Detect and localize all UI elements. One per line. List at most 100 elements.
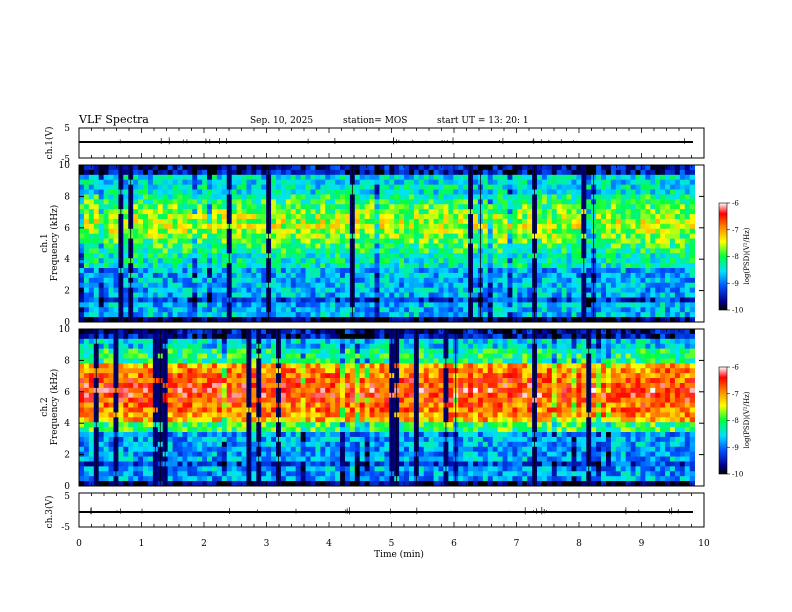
spectrogram-cell xyxy=(561,214,567,220)
spectrogram-cell xyxy=(359,169,366,176)
spectrogram-cell xyxy=(320,199,326,205)
spectrogram-cell xyxy=(576,223,582,230)
spectrogram-cell xyxy=(182,302,188,308)
spectrogram-cell xyxy=(295,358,302,364)
spectrogram-cell xyxy=(167,268,173,274)
spectrogram-cell xyxy=(512,228,518,235)
spectrogram-cell xyxy=(202,214,208,220)
spectrogram-cell xyxy=(251,194,257,200)
spectrogram-cell xyxy=(556,317,563,323)
spectrogram-cell xyxy=(197,258,203,264)
spectrogram-cell xyxy=(325,184,331,190)
spectrogram-cell xyxy=(605,223,612,230)
spectrogram-cell xyxy=(276,189,282,195)
spectrogram-cell xyxy=(512,204,518,210)
spectrogram-cell xyxy=(384,348,390,354)
spectrogram-cell xyxy=(79,277,85,284)
spectrogram-cell xyxy=(487,169,494,176)
spectrogram-cell xyxy=(684,218,691,225)
spectrogram-cell xyxy=(83,248,90,254)
spectrogram-cell xyxy=(310,272,316,279)
spectrogram-cell xyxy=(354,169,361,176)
spectrogram-cell xyxy=(492,199,499,205)
spectrogram-cell xyxy=(541,174,548,181)
spectrogram-cell xyxy=(413,253,420,259)
spectrogram-cell xyxy=(241,223,247,230)
spectrogram-cell xyxy=(133,233,139,239)
spectrogram-cell xyxy=(379,302,385,308)
spectrogram-cell xyxy=(290,204,297,210)
spectrogram-cell xyxy=(605,317,612,323)
spectrogram-cell xyxy=(551,348,558,354)
spectrogram-cell xyxy=(359,184,366,190)
spectrogram-cell xyxy=(236,277,242,284)
spectrogram-cell xyxy=(207,348,213,354)
spectrogram-cell xyxy=(364,253,370,259)
spectrogram-cell xyxy=(438,292,444,298)
spectrogram-cell xyxy=(310,297,316,303)
spectrogram-cell xyxy=(280,218,287,225)
spectrogram-cell xyxy=(202,238,208,244)
spectrogram-cell xyxy=(684,277,691,284)
spectrogram-cell xyxy=(620,358,627,364)
spectrogram-cell xyxy=(399,169,405,176)
spectrogram-cell xyxy=(216,214,223,220)
spectrogram-cell xyxy=(344,209,351,215)
spectrogram-cell xyxy=(83,263,90,269)
spectrogram-cell xyxy=(138,282,144,289)
spectrogram-cell xyxy=(98,268,105,274)
spectrogram-cell xyxy=(251,348,257,354)
spectrogram-cell xyxy=(684,223,691,230)
spectrogram-cell xyxy=(625,165,631,171)
spectrogram-cell xyxy=(177,253,183,259)
spectrogram-cell xyxy=(236,317,242,323)
spectrogram-cell xyxy=(384,194,390,200)
spectrogram-cell xyxy=(256,238,262,244)
spectrogram-cell xyxy=(684,282,691,289)
spectrogram-cell xyxy=(482,353,489,359)
spectrogram-cell xyxy=(576,214,582,220)
spectrogram-cell xyxy=(556,258,563,264)
spectrogram-cell xyxy=(143,287,149,293)
spectrogram-cell xyxy=(418,302,425,308)
spectrogram-cell xyxy=(207,209,213,215)
spectrogram-cell xyxy=(143,312,149,318)
spectrogram-cell xyxy=(571,277,577,284)
spectrogram-cell xyxy=(655,169,661,176)
spectrogram-cell xyxy=(197,194,203,200)
spectrogram-cell xyxy=(620,317,627,323)
spectrogram-cell xyxy=(211,277,218,284)
spectrogram-cell xyxy=(236,228,242,235)
spectrogram-cell xyxy=(325,214,331,220)
spectrogram-cell xyxy=(98,277,105,284)
spectrogram-cell xyxy=(660,253,666,259)
spectrogram-cell xyxy=(182,184,188,190)
spectrogram-cell xyxy=(650,307,656,313)
spectrogram-cell xyxy=(103,268,109,274)
spectrogram-cell xyxy=(251,228,257,235)
spectrogram-cell xyxy=(83,204,90,210)
spectrogram-cell xyxy=(251,169,257,176)
spectrogram-cell xyxy=(670,317,676,323)
spectrogram-cell xyxy=(428,248,435,254)
spectrogram-cell xyxy=(182,263,188,269)
spectrogram-cell xyxy=(320,218,326,225)
spectrogram-cell xyxy=(566,253,572,259)
spectrogram-cell xyxy=(251,204,257,210)
spectrogram-cell xyxy=(79,169,85,176)
spectrogram-cell xyxy=(630,238,636,244)
spectrogram-cell xyxy=(512,317,518,323)
spectrogram-cell xyxy=(369,233,375,239)
spectrogram-cell xyxy=(320,338,326,345)
spectrogram-cell xyxy=(379,317,385,323)
spectrogram-cell xyxy=(285,194,292,200)
spectrogram-cell xyxy=(507,169,513,176)
spectrogram-cell xyxy=(271,333,277,340)
header-station: station= MOS xyxy=(343,116,407,126)
spectrogram-cell xyxy=(295,228,302,235)
spectrogram-cell xyxy=(300,353,306,359)
spectrogram-cell xyxy=(394,277,400,284)
spectrogram-cell xyxy=(221,272,228,279)
ch1-spectrogram-cells xyxy=(79,165,696,323)
spectrogram-cell xyxy=(221,223,228,230)
